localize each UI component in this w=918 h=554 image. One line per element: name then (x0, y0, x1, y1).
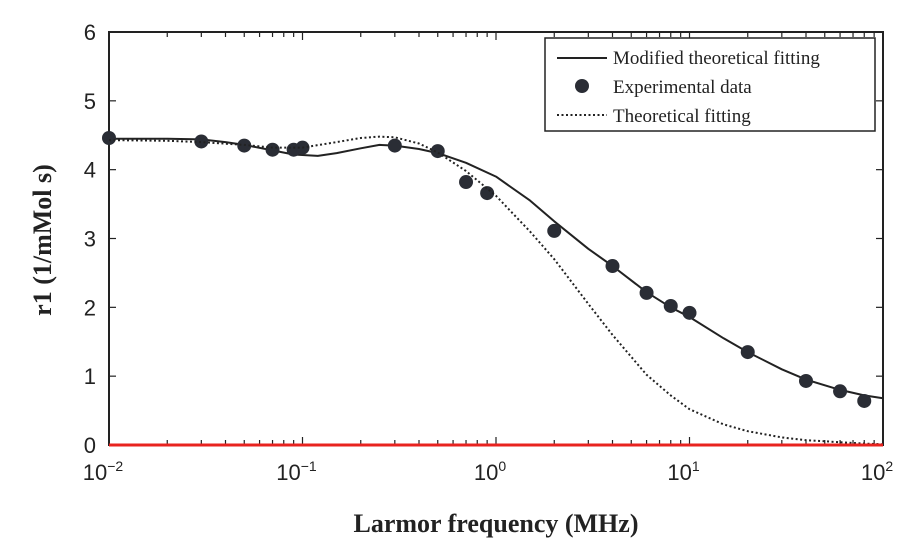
x-tick-labels: 10−2 10−1 100 101 102 (83, 458, 894, 485)
y-tick-label: 2 (84, 295, 96, 320)
legend: Modified theoretical fitting Experimenta… (544, 37, 876, 132)
data-point (459, 175, 474, 190)
data-point (682, 305, 697, 320)
x-tick-label: 100 (474, 458, 506, 485)
x-axis-title: Larmor frequency (MHz) (354, 509, 639, 538)
data-point (605, 259, 620, 274)
y-tick-label: 3 (84, 227, 96, 252)
x-tick-label: 10−2 (83, 458, 124, 485)
y-tick-label: 4 (84, 158, 96, 183)
data-point (740, 345, 755, 360)
y-tick-label: 0 (84, 433, 96, 458)
legend-label-modified: Modified theoretical fitting (613, 48, 820, 69)
data-point (480, 186, 495, 201)
y-tick-label: 5 (84, 89, 96, 114)
modified-fitting-line (109, 137, 884, 400)
x-tick-label: 101 (667, 458, 699, 485)
legend-label-experimental: Experimental data (613, 77, 752, 98)
theoretical-fitting-line (108, 135, 884, 446)
data-point (663, 298, 678, 313)
data-point (857, 393, 872, 408)
data-point (387, 138, 402, 153)
data-point (430, 144, 445, 159)
y-axis-title: r1 (1/mMol s) (28, 164, 57, 316)
data-point (547, 223, 562, 238)
x-tick-label: 102 (861, 458, 893, 485)
y-tick-label: 6 (84, 20, 96, 45)
y-tick-labels: 0 1 2 3 4 5 6 (84, 20, 96, 458)
series-layer (102, 131, 884, 446)
data-point (265, 142, 280, 157)
data-point (102, 131, 116, 146)
x-tick-label: 10−1 (276, 458, 317, 485)
y-tick-label: 1 (84, 364, 96, 389)
legend-marker-icon (575, 79, 589, 93)
data-point (194, 134, 209, 149)
data-point (833, 384, 848, 399)
legend-box (544, 37, 876, 132)
data-point (639, 285, 654, 300)
legend-label-theoretical: Theoretical fitting (613, 106, 751, 127)
data-point (798, 373, 813, 388)
